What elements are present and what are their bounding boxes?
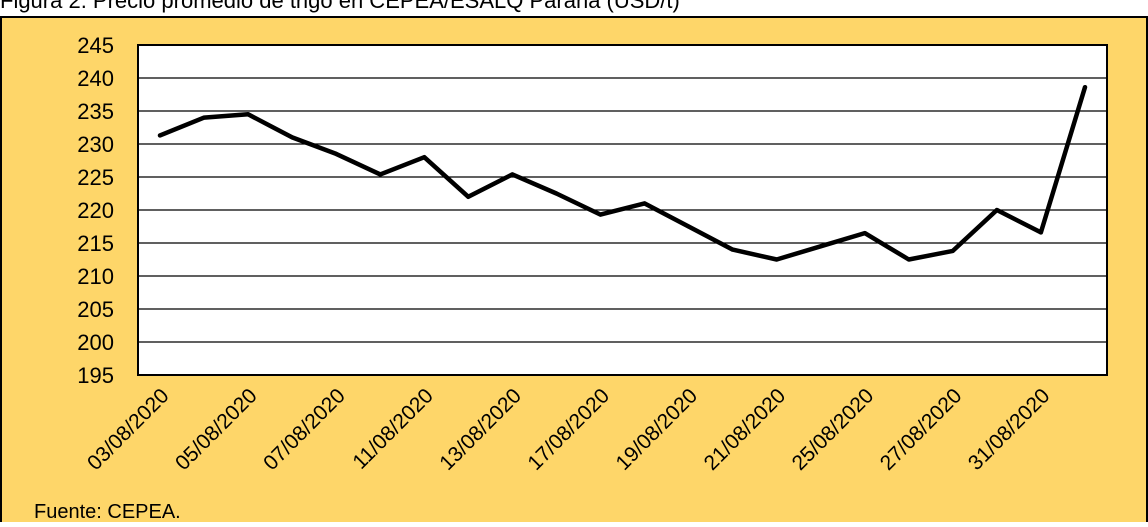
data-point [334,152,338,156]
data-point [510,172,514,176]
figure-caption: Figura 2. Precio promedio de trigo en CE… [0,0,680,14]
data-point [731,248,735,252]
y-tick-label: 195 [77,363,114,388]
data-point [598,213,602,217]
y-tick-label: 200 [77,330,114,355]
data-point [158,133,162,137]
data-point [995,208,999,212]
data-point [1083,85,1087,89]
y-tick-label: 210 [77,264,114,289]
y-tick-label: 225 [77,165,114,190]
data-point [378,172,382,176]
y-tick-label: 235 [77,99,114,124]
y-tick-label: 245 [77,33,114,58]
chart-panel: 195 200 205 210 215 220 225 230 235 240 245 03/08/… [0,16,1148,522]
data-point [775,258,779,262]
source-note: Fuente: CEPEA. [34,501,181,522]
data-point [907,258,911,262]
data-point [643,201,647,205]
y-tick-label: 205 [77,297,114,322]
y-tick-label: 230 [77,132,114,157]
y-tick-label: 240 [77,66,114,91]
y-tick-label: 215 [77,231,114,256]
data-point [687,225,691,229]
data-point [202,116,206,120]
data-point [422,155,426,159]
data-point [1039,230,1043,234]
data-point [819,244,823,248]
data-point [951,249,955,253]
data-point [466,195,470,199]
data-point [290,135,294,139]
data-point [863,231,867,235]
y-tick-label: 220 [77,198,114,223]
data-point [246,112,250,116]
y-axis-ticks: 195 200 205 210 215 220 225 230 235 240 245 [77,33,114,388]
data-point [554,192,558,196]
